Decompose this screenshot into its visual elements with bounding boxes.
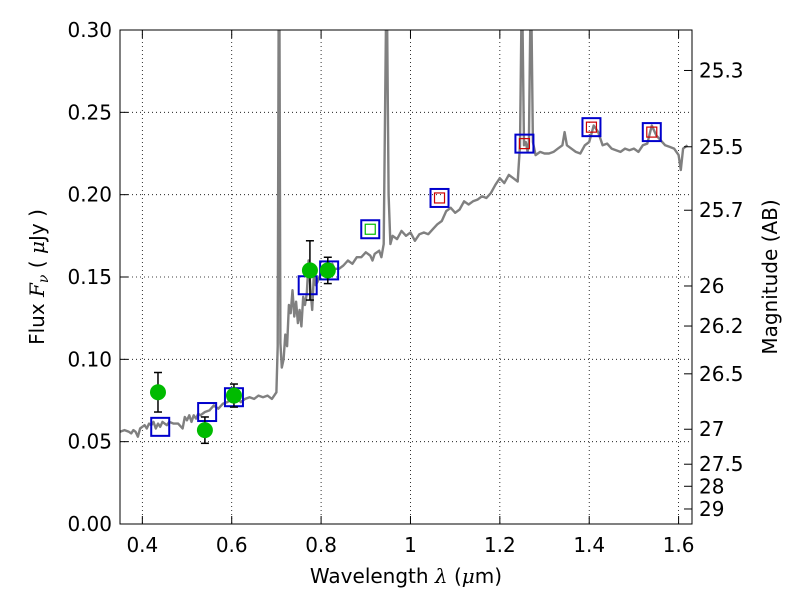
observed-photometry-points	[149, 240, 336, 445]
magnitude-tick-label: 27	[699, 417, 724, 441]
magnitude-tick-label: 26.5	[699, 362, 744, 386]
y-tick-label: 0.30	[67, 18, 112, 42]
tick-labels: 0.4 0.6 0.8 1 1.2 1.4 1.6 0.00 0.05 0.10 0.15 0.20 0…	[67, 18, 743, 557]
observed-photometry-point	[319, 262, 336, 279]
x-tick-label: 1.6	[663, 533, 695, 557]
magnitude-tick-label: 25.5	[699, 135, 744, 159]
model-photometry-square	[197, 402, 218, 423]
model-photometry-square	[514, 133, 535, 154]
y-tick-label: 0.25	[67, 100, 112, 124]
x-tick-label: 1.2	[484, 533, 516, 557]
model-photometry-inner-square	[585, 121, 598, 133]
axis-ticks	[120, 29, 692, 525]
observed-photometry-point	[225, 387, 242, 404]
model-photometry-square	[641, 122, 662, 143]
magnitude-tick-label: 27.5	[699, 452, 744, 476]
magnitude-tick-label: 28	[699, 474, 724, 498]
y-tick-label: 0.15	[67, 265, 112, 289]
x-axis-title: Wavelength λ (μm)	[310, 564, 502, 588]
observed-photometry-point	[196, 422, 213, 439]
y-tick-label: 0.10	[67, 347, 112, 371]
model-photometry-inner-square	[364, 223, 376, 235]
model-photometry-square	[429, 187, 450, 208]
x-tick-label: 1.4	[573, 533, 605, 557]
model-photometry-inner-square	[433, 192, 446, 204]
model-photometry-square	[360, 219, 381, 240]
y-tick-label: 0.05	[67, 430, 112, 454]
observed-photometry-point	[149, 384, 166, 401]
y-axis-title: Flux Fν ( μJy )	[25, 209, 52, 345]
y-tick-label: 0.20	[67, 183, 112, 207]
magnitude-tick-label: 25.7	[699, 198, 744, 222]
model-photometry-inner-square	[518, 138, 531, 150]
model-photometry-inner-square	[646, 126, 658, 138]
model-photometry-square	[150, 416, 171, 437]
magnitude-axis-title: Magnitude (AB)	[758, 199, 782, 354]
x-tick-label: 0.6	[216, 533, 248, 557]
model-photometry-square	[581, 117, 602, 138]
observed-photometry-point	[301, 262, 318, 279]
magnitude-tick-label: 26	[699, 274, 724, 298]
y-tick-label: 0.00	[67, 512, 112, 536]
magnitude-tick-label: 25.3	[699, 58, 744, 82]
spectrum-line	[120, 30, 689, 438]
magnitude-tick-label: 26.2	[699, 314, 744, 338]
x-tick-label: 0.4	[126, 533, 158, 557]
x-tick-label: 0.8	[305, 533, 337, 557]
plot-area	[120, 30, 689, 445]
magnitude-tick-label: 29	[699, 497, 724, 521]
x-tick-label: 1	[404, 533, 417, 557]
